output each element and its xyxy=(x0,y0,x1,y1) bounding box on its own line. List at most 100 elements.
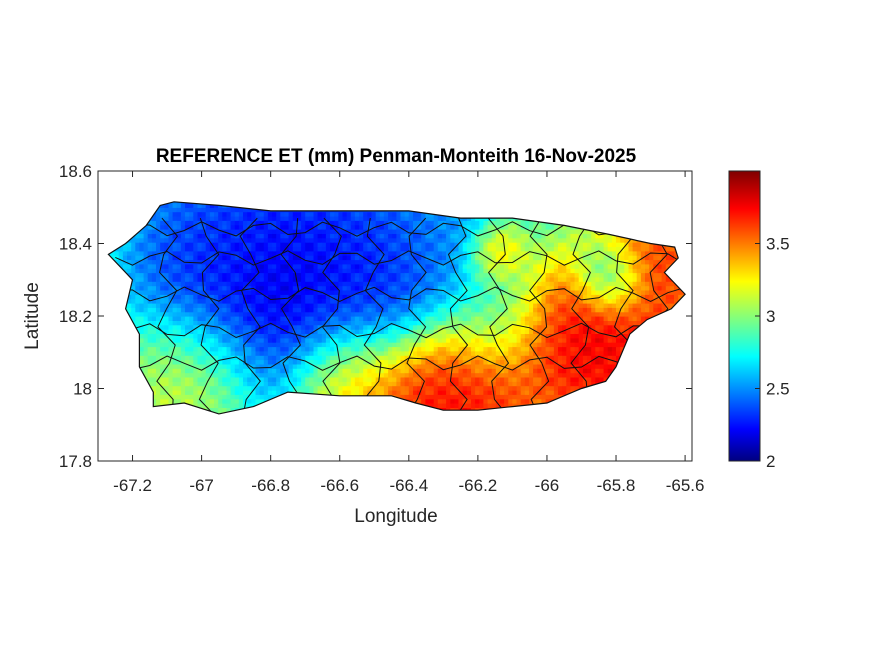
heatmap-cell xyxy=(313,259,319,265)
heatmap-cell xyxy=(156,207,161,213)
heatmap-cell xyxy=(437,385,443,391)
heatmap-cell xyxy=(251,268,256,274)
heatmap-cell xyxy=(172,302,178,308)
heatmap-cell xyxy=(425,363,431,369)
heatmap-cell xyxy=(471,385,476,391)
heatmap-cell xyxy=(317,316,323,321)
heatmap-cell xyxy=(139,246,145,252)
heatmap-cell xyxy=(230,294,236,300)
heatmap-cell xyxy=(214,263,219,269)
heatmap-cell xyxy=(392,324,397,330)
heatmap-cell xyxy=(284,307,290,313)
heatmap-cell xyxy=(371,259,377,265)
heatmap-cell xyxy=(139,237,145,243)
heatmap-cell xyxy=(437,250,443,256)
heatmap-cell xyxy=(325,376,331,382)
heatmap-cell xyxy=(433,346,439,352)
heatmap-cell xyxy=(292,229,298,234)
heatmap-cell xyxy=(330,376,335,382)
heatmap-cell xyxy=(226,215,232,221)
heatmap-cell xyxy=(164,394,169,400)
heatmap-cell xyxy=(176,263,182,269)
heatmap-cell xyxy=(359,302,364,308)
heatmap-cell xyxy=(272,333,277,339)
heatmap-cell xyxy=(466,324,472,330)
heatmap-cell xyxy=(238,316,244,321)
heatmap-cell xyxy=(259,363,265,369)
heatmap-cell xyxy=(263,224,269,230)
heatmap-cell xyxy=(305,268,310,274)
heatmap-cell xyxy=(197,316,203,321)
heatmap-cell xyxy=(222,211,227,217)
heatmap-cell xyxy=(193,372,198,378)
heatmap-cell xyxy=(309,324,315,330)
heatmap-cell xyxy=(367,346,373,352)
heatmap-cell xyxy=(330,285,335,291)
heatmap-cell xyxy=(458,276,464,282)
heatmap-cell xyxy=(156,316,161,321)
heatmap-cell xyxy=(305,342,310,348)
heatmap-cell xyxy=(180,350,186,356)
heatmap-cell xyxy=(156,381,161,387)
heatmap-cell xyxy=(425,368,431,374)
heatmap-cell xyxy=(147,337,153,343)
heatmap-cell xyxy=(334,329,339,334)
heatmap-cell xyxy=(255,355,261,361)
heatmap-cell xyxy=(193,302,198,308)
heatmap-cell xyxy=(226,259,232,265)
heatmap-cell xyxy=(396,376,402,382)
heatmap-cell xyxy=(334,215,339,221)
heatmap-cell xyxy=(267,342,273,348)
heatmap-cell xyxy=(375,333,381,339)
heatmap-cell xyxy=(442,316,447,321)
heatmap-cell xyxy=(371,350,377,356)
heatmap-cell xyxy=(292,329,298,334)
heatmap-cell xyxy=(317,385,323,391)
heatmap-cell xyxy=(197,324,203,330)
heatmap-cell xyxy=(301,311,306,317)
heatmap-cell xyxy=(433,237,439,243)
heatmap-cell xyxy=(156,307,161,313)
heatmap-cell xyxy=(218,263,223,269)
heatmap-cell xyxy=(139,259,145,265)
heatmap-cell xyxy=(363,246,368,252)
heatmap-cell xyxy=(234,368,240,374)
heatmap-cell xyxy=(396,242,402,247)
heatmap-cell xyxy=(218,385,223,391)
heatmap-cell xyxy=(450,246,455,252)
heatmap-cell xyxy=(454,259,460,265)
heatmap-cell xyxy=(392,346,397,352)
heatmap-cell xyxy=(259,272,265,278)
heatmap-cell xyxy=(442,307,447,313)
heatmap-cell xyxy=(209,355,215,361)
heatmap-cell xyxy=(392,237,397,243)
heatmap-cell xyxy=(404,372,410,378)
heatmap-cell xyxy=(218,346,223,352)
heatmap-cell xyxy=(413,355,418,361)
heatmap-cell xyxy=(272,311,277,317)
heatmap-cell xyxy=(251,263,256,269)
heatmap-cell xyxy=(147,289,153,295)
heatmap-cell xyxy=(292,342,298,348)
heatmap-cell xyxy=(458,229,464,234)
heatmap-cell xyxy=(185,229,190,234)
heatmap-cell xyxy=(425,220,431,226)
heatmap-cell xyxy=(466,229,472,234)
heatmap-cell xyxy=(442,320,447,326)
heatmap-cell xyxy=(301,333,306,339)
heatmap-cell xyxy=(433,298,439,304)
heatmap-cell xyxy=(222,285,227,291)
heatmap-cell xyxy=(180,246,186,252)
heatmap-cell xyxy=(263,281,269,287)
heatmap-cell xyxy=(218,376,223,382)
heatmap-cell xyxy=(342,259,348,265)
heatmap-cell xyxy=(151,368,157,374)
heatmap-cell xyxy=(234,272,240,278)
heatmap-cell xyxy=(272,268,277,274)
heatmap-cell xyxy=(404,289,410,295)
heatmap-cell xyxy=(255,211,261,217)
heatmap-cell xyxy=(317,298,323,304)
heatmap-cell xyxy=(404,276,410,282)
heatmap-cell xyxy=(301,359,306,365)
heatmap-cell xyxy=(392,372,397,378)
